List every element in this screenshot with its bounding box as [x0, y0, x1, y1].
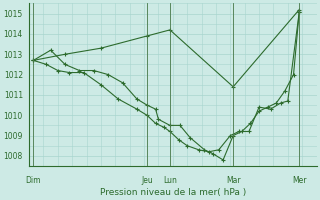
X-axis label: Pression niveau de la mer( hPa ): Pression niveau de la mer( hPa ): [100, 188, 246, 197]
